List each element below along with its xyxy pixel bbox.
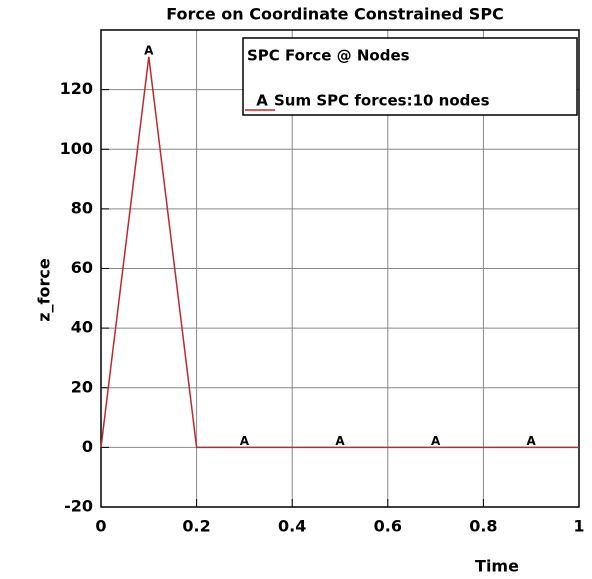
legend-label: Sum SPC forces:10 nodes [274, 92, 490, 110]
x-tick-label: 0.8 [469, 517, 497, 536]
y-tick-label: 100 [60, 139, 93, 158]
x-tick-label: 1 [573, 517, 584, 536]
x-tick-label: 0.2 [182, 517, 210, 536]
legend-box [242, 37, 578, 116]
y-axis-label: z_force [35, 258, 54, 322]
marker: A [240, 434, 250, 448]
chart-title: Force on Coordinate Constrained SPC [166, 5, 504, 24]
y-tick-label: 120 [60, 79, 93, 98]
plot-frame [100, 29, 580, 508]
y-tick-label: 20 [71, 377, 93, 396]
marker: A [335, 434, 345, 448]
y-tick-label: 80 [71, 198, 93, 217]
x-tick-label: 0.6 [374, 517, 402, 536]
x-tick-label: 0.4 [278, 517, 306, 536]
y-tick-label: -20 [64, 497, 93, 516]
line-series [100, 56, 579, 449]
x-tick-label: 0 [95, 517, 106, 536]
x-axis-label: Time [475, 557, 519, 576]
legend-marker: A [256, 92, 268, 110]
y-tick-label: 0 [82, 437, 93, 456]
legend-title: SPC Force @ Nodes [247, 47, 410, 65]
y-tick-label: 40 [71, 318, 93, 337]
marker: A [527, 434, 537, 448]
marker: A [144, 43, 154, 57]
y-tick-label: 60 [71, 258, 93, 277]
marker: A [431, 434, 441, 448]
